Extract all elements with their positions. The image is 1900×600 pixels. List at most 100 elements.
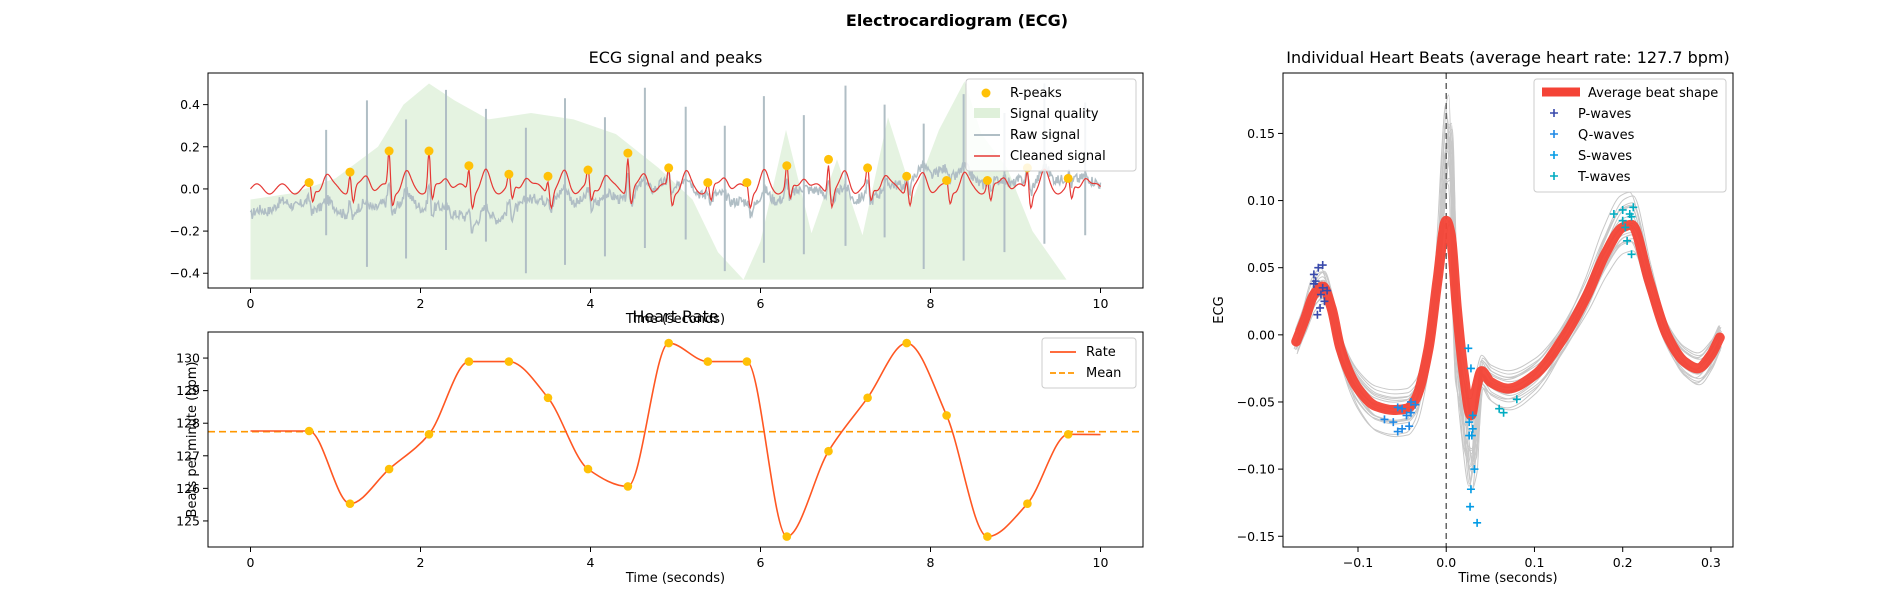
t-wave-marker [1623, 236, 1632, 245]
legend-label: Cleaned signal [1010, 149, 1106, 164]
axes-frame [207, 331, 1144, 548]
r-peak-point [824, 154, 833, 164]
rate-point [304, 426, 314, 436]
rate-point [983, 532, 992, 541]
t-wave-marker [1627, 250, 1636, 259]
rate-point [1063, 430, 1073, 439]
individual-beat-line [1297, 215, 1723, 463]
legend-rpeaks-marker [981, 88, 991, 98]
r-peak-point [345, 167, 355, 177]
rate-point [863, 393, 872, 403]
rate-panel-title: Heart Rate [632, 307, 718, 326]
beats-y-axis-label: ECG [1212, 296, 1227, 323]
legend-t-marker [1550, 172, 1558, 180]
legend-label: Q-waves [1578, 128, 1635, 143]
y-tick-label: 0.05 [1247, 260, 1275, 275]
r-peak-point [623, 148, 633, 158]
r-peak-point [742, 178, 752, 188]
rate-point [902, 338, 911, 348]
y-tick-label: −0.15 [1237, 529, 1275, 544]
y-tick-label: −0.4 [170, 266, 200, 281]
y-tick-label: 0.00 [1247, 327, 1275, 342]
y-tick-label: −0.05 [1237, 394, 1275, 409]
p-wave-marker [1318, 261, 1327, 270]
legend-label: Signal quality [1010, 107, 1099, 122]
rate-point [664, 338, 673, 348]
t-wave-marker [1618, 205, 1627, 214]
y-tick-label: 125 [176, 513, 200, 528]
q-wave-marker [1411, 400, 1420, 409]
average-beat-line [1291, 215, 1725, 421]
r-peak-point [464, 161, 474, 171]
ecg-signal-panel: 0 2 4 6 8 10 −0.4 −0.2 0.0 0.2 0.4 ECG signal and p… [170, 48, 1144, 327]
p-wave-marker [1316, 303, 1325, 312]
beats-panel-title: Individual Heart Beats (average heart ra… [1286, 48, 1730, 67]
q-wave-marker [1380, 415, 1389, 424]
r-peak-point [583, 165, 593, 175]
rate-point [1023, 499, 1032, 509]
rate-x-axis-label: Time (seconds) [625, 571, 725, 586]
legend-frame [1533, 78, 1727, 193]
q-wave-marker [1398, 424, 1407, 433]
r-peak-point [543, 171, 553, 181]
x-tick-label: 0.3 [1701, 555, 1721, 570]
r-peak-point [982, 176, 992, 185]
t-wave-marker [1621, 223, 1630, 232]
s-wave-marker [1466, 485, 1475, 494]
y-tick-label: 0.4 [180, 97, 200, 112]
x-tick-label: 8 [927, 555, 935, 570]
y-tick-label: 127 [176, 448, 200, 463]
x-tick-label: 10 [1093, 555, 1109, 570]
r-peak-point [664, 163, 674, 173]
legend-label: Rate [1086, 345, 1116, 360]
rate-point [583, 464, 593, 474]
r-peak-point [1063, 173, 1073, 183]
y-tick-label: 0.2 [180, 139, 200, 154]
r-peak-point [703, 178, 713, 188]
legend-label: S-waves [1578, 149, 1632, 164]
s-wave-marker [1464, 344, 1473, 353]
y-tick-label: −0.10 [1237, 462, 1275, 477]
y-tick-label: −0.2 [170, 224, 200, 239]
rate-point [782, 532, 792, 541]
rate-point [384, 464, 394, 474]
y-tick-label: 128 [176, 416, 200, 431]
x-tick-label: 2 [417, 296, 425, 311]
x-tick-label: −0.1 [1343, 555, 1373, 570]
p-wave-marker [1318, 283, 1327, 292]
s-wave-marker [1466, 364, 1475, 373]
x-tick-label: 4 [587, 296, 595, 311]
t-wave-marker [1627, 212, 1636, 221]
x-tick-label: 0.1 [1525, 555, 1545, 570]
rate-point [942, 411, 951, 420]
p-wave-marker [1316, 290, 1325, 299]
r-peak-point [304, 178, 314, 188]
legend-frame [1041, 337, 1137, 389]
axes-frame [1282, 72, 1734, 548]
figure-title: Electrocardiogram (ECG) [846, 11, 1068, 30]
individual-beat-line [1296, 218, 1721, 466]
p-wave-marker [1313, 310, 1322, 319]
x-tick-label: 0 [247, 555, 255, 570]
legend-s-marker [1550, 151, 1558, 159]
s-wave-marker [1465, 418, 1474, 427]
t-wave-marker [1629, 203, 1638, 212]
rate-point [824, 446, 833, 456]
t-wave-marker [1512, 395, 1521, 404]
y-tick-label: 0.10 [1247, 193, 1275, 208]
q-wave-marker [1398, 404, 1407, 413]
raw-signal-line [249, 160, 1102, 234]
rate-point [742, 357, 752, 366]
x-tick-label: 6 [757, 296, 765, 311]
rate-point [424, 430, 434, 439]
ecg-legend: R-peaks Signal quality Raw signal Cleaned s… [965, 78, 1137, 172]
r-peak-point [942, 176, 952, 185]
individual-beat-line [1297, 151, 1722, 452]
x-tick-label: 2 [417, 555, 425, 570]
s-wave-marker [1466, 502, 1475, 511]
rate-legend: Rate Mean [1041, 337, 1137, 389]
s-wave-marker [1467, 431, 1476, 440]
legend-label: R-peaks [1010, 86, 1062, 101]
